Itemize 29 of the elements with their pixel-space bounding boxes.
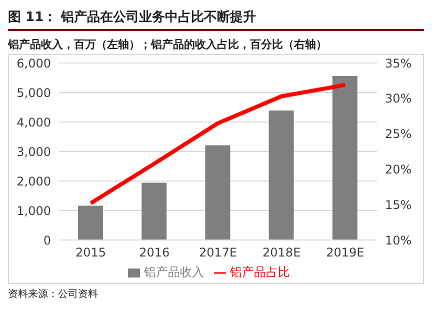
line-series	[88, 82, 348, 206]
y2-tick-label: 20%	[385, 162, 412, 176]
bar	[142, 182, 167, 240]
y-tick-label: 3,000	[16, 144, 51, 159]
chart-subtitle: 铝产品收入，百万（左轴）；铝产品的收入占比，百分比（右轴）	[8, 37, 328, 52]
y-tick-label: 2,000	[16, 174, 51, 188]
x-tick-label: 2017E	[198, 246, 238, 260]
bar	[268, 110, 294, 240]
legend-label: 铝产品占比	[230, 265, 290, 279]
chart-title: 图 11： 铝产品在公司业务中占比不断提升	[8, 8, 424, 31]
y-tick-label: 4,000	[16, 115, 51, 130]
bar	[78, 206, 103, 240]
x-tick-label: 2015	[76, 246, 106, 260]
text: 资料来源：公司资料	[8, 288, 99, 301]
bar	[332, 76, 358, 240]
y2-tick-label: 15%	[385, 198, 412, 212]
y-tick-label: 0	[43, 233, 51, 248]
y2-tick-label: 10%	[385, 233, 412, 248]
x-tick-label: 2016	[139, 246, 170, 260]
bar	[205, 145, 230, 240]
x-tick-label: 2019E	[326, 246, 364, 260]
y-tick-label: 1,000	[16, 204, 51, 218]
y2-tick-label: 25%	[385, 127, 412, 142]
y2-tick-label: 30%	[385, 92, 412, 106]
x-tick-label: 2018E	[262, 246, 301, 260]
y-tick-label: 5,000	[16, 86, 51, 100]
y2-tick-label: 35%	[385, 56, 412, 70]
y-tick-label: 6,000	[16, 56, 51, 70]
legend-label: 铝产品收入	[144, 265, 204, 279]
